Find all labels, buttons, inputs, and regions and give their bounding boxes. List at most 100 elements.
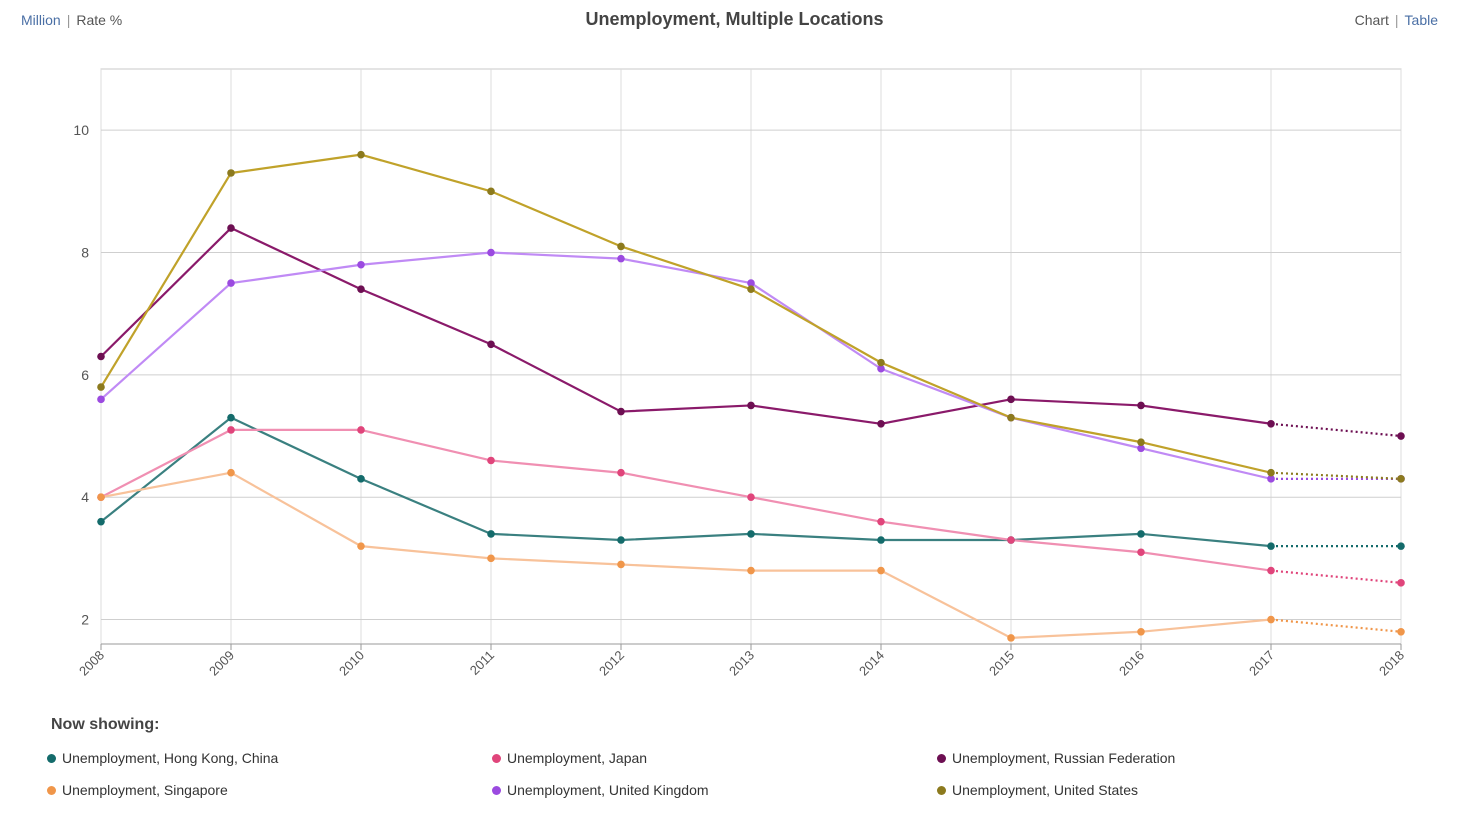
unit-toggle: Million | Rate % [21,12,122,28]
data-point [357,542,365,550]
legend-dot-icon [492,785,501,795]
data-point [357,150,365,159]
data-point [1137,627,1145,636]
data-point [97,383,105,391]
grid [100,68,1402,645]
data-point [747,279,755,287]
toggle-separator: | [1394,12,1399,28]
legend-item[interactable]: Unemployment, United Kingdom [492,782,709,798]
data-point [877,419,885,428]
data-point [1137,438,1145,446]
data-point [1397,579,1405,587]
data-point [1267,419,1275,428]
legend-label: Unemployment, United States [952,782,1138,798]
y-tick-label: 8 [81,245,89,261]
data-point [227,468,235,477]
x-tick-label: 2016 [1116,648,1147,679]
data-point [617,560,625,569]
series-line [100,226,1272,425]
data-point [1267,475,1275,483]
y-tick-label: 10 [73,122,89,138]
data-point [97,517,105,526]
series-line [100,153,1272,474]
data-point [1137,530,1145,538]
y-tick-label: 2 [81,612,89,628]
x-tick-label: 2011 [467,648,497,678]
series-line [100,416,1272,548]
data-point [227,413,235,422]
y-tick-label: 6 [81,367,89,383]
data-point [487,554,495,563]
line-chart: 2008 2009 2010 2011 2012 2013 2014 2015 2016 2017… [73,68,1407,679]
chart-title: Unemployment, Multiple Locations [585,9,884,29]
x-tick-label: 2014 [856,648,887,679]
y-tick-label: 4 [81,489,89,505]
legend-dot-icon [937,753,946,763]
legend-item[interactable]: Unemployment, Japan [492,750,647,766]
series-projection-line [1270,471,1402,480]
legend-item[interactable]: Unemployment, Hong Kong, China [47,750,278,766]
million-toggle[interactable]: Million [21,12,61,28]
legend-label: Unemployment, Singapore [62,782,228,798]
table-view-toggle[interactable]: Table [1404,12,1438,28]
data-point [227,426,235,434]
data-point [1007,634,1015,642]
x-tick-label: 2013 [726,648,757,679]
toggle-separator: | [66,12,71,28]
data-point [877,536,885,544]
series-lines [100,153,1402,639]
data-point [1007,395,1015,404]
legend-item[interactable]: Unemployment, Russian Federation [937,750,1175,766]
data-point [1137,548,1145,557]
legend-item[interactable]: Unemployment, Singapore [47,782,228,798]
data-point [877,358,885,367]
rate-percent-toggle[interactable]: Rate % [76,12,123,28]
data-point [487,456,495,465]
legend-heading: Now showing: [51,716,160,733]
x-tick-label: 2012 [596,648,627,679]
legend-label: Unemployment, Russian Federation [952,750,1176,766]
data-point [617,242,625,251]
data-point [877,364,885,373]
series-points [97,150,1405,642]
data-point [1397,627,1405,636]
data-point [1137,444,1145,453]
series-projection-line [1270,618,1402,633]
legend-dot-icon [47,785,56,795]
legend-label: Unemployment, Hong Kong, China [62,750,279,766]
data-point [487,187,495,196]
data-point [1397,542,1405,550]
data-point [877,517,885,526]
data-point [617,407,625,416]
data-point [1007,413,1015,422]
data-point [1007,536,1015,544]
series-line [100,471,1272,639]
data-point [617,536,625,544]
legend-label: Unemployment, Japan [507,750,648,766]
series-projection-line [1270,422,1402,438]
legend-dot-icon [492,753,501,763]
axes: 2008 2009 2010 2011 2012 2013 2014 2015 2016 2017… [73,122,1407,678]
data-point [1137,401,1145,410]
x-tick-label: 2010 [336,648,367,679]
data-point [357,260,365,269]
legend-item[interactable]: Unemployment, United States [937,782,1138,798]
data-point [747,566,755,575]
data-point [357,285,365,294]
data-point [617,468,625,477]
chart-view-toggle[interactable]: Chart [1354,12,1389,28]
data-point [1267,468,1275,477]
x-tick-label: 2009 [206,648,237,679]
data-point [357,475,365,483]
data-point [97,352,105,361]
data-point [747,285,755,294]
data-point [1267,542,1275,550]
data-point [747,493,755,501]
series-line [100,251,1272,480]
data-point [747,530,755,538]
x-tick-label: 2018 [1376,648,1407,679]
legend-label: Unemployment, United Kingdom [507,782,709,798]
data-point [227,224,235,232]
data-point [1397,475,1405,483]
legend-dot-icon [47,753,56,763]
